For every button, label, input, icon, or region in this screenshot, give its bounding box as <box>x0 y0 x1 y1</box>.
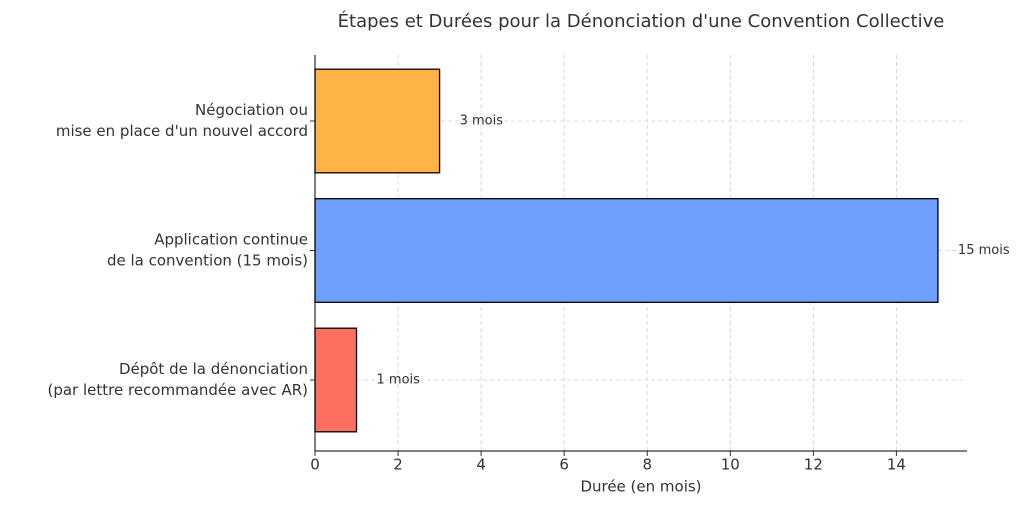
y-tick-label: Application continue <box>154 231 308 249</box>
x-tick-label: 4 <box>476 456 486 474</box>
value-label: 3 mois <box>460 114 504 129</box>
y-tick-label: de la convention (15 mois) <box>107 252 308 270</box>
x-axis-label: Durée (en mois) <box>580 478 701 496</box>
x-tick-label: 12 <box>804 456 823 474</box>
x-tick-label: 14 <box>887 456 906 474</box>
y-tick-label: Dépôt de la dénonciation <box>119 360 308 378</box>
value-label: 15 mois <box>958 243 1010 258</box>
x-tick-label: 10 <box>721 456 740 474</box>
chart-title: Étapes et Durées pour la Dénonciation d'… <box>338 10 945 32</box>
bar <box>314 198 939 303</box>
x-tick-label: 8 <box>642 456 652 474</box>
x-tick-label: 6 <box>559 456 569 474</box>
y-tick-label: (par lettre recommandée avec AR) <box>47 381 308 399</box>
y-tick-label: mise en place d'un nouvel accord <box>56 122 308 140</box>
x-tick-label: 0 <box>310 456 320 474</box>
bar <box>314 68 441 174</box>
x-tick-label: 2 <box>393 456 403 474</box>
value-label: 1 mois <box>377 373 421 388</box>
bar <box>314 327 358 433</box>
y-tick-label: Négociation ou <box>195 101 308 119</box>
